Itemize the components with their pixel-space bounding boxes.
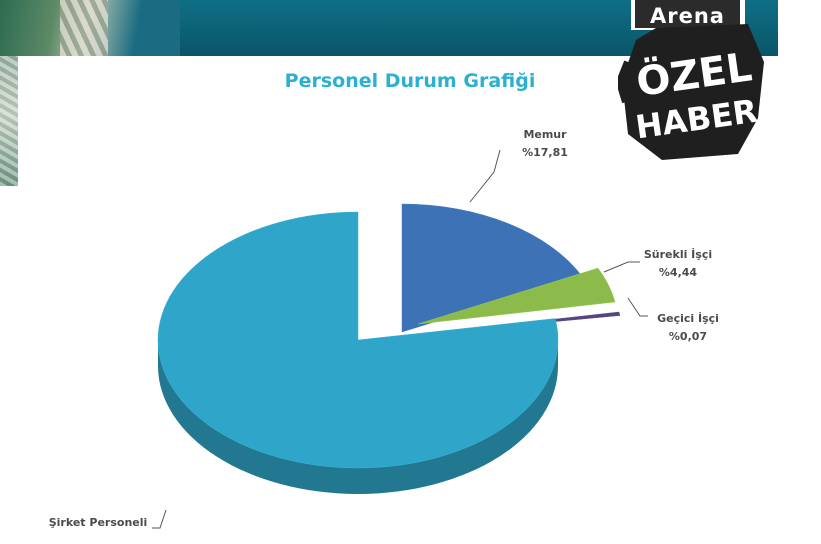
ozel-haber-badge: ÖZEL HABER — [618, 24, 764, 160]
leader-s-rekli-i-i — [603, 261, 640, 273]
slice-memur[interactable] — [401, 203, 583, 333]
slice-depth-irket-personeli — [158, 340, 558, 494]
chart-title: Personel Durum Grafiği — [284, 70, 536, 92]
slice-s-rekli-i-i[interactable] — [417, 267, 616, 325]
logo-top-strip — [635, 0, 740, 4]
leader-memur — [469, 149, 501, 203]
pie-slices — [157, 203, 621, 469]
banner-photo — [0, 0, 180, 56]
label-name-memur: Memur — [523, 128, 567, 141]
slice-labels: Memur %17,81 Sürekli İşçi %4,44 Geçici İşçi%… — [49, 128, 719, 529]
arena-logo[interactable]: Arena — [635, 4, 740, 28]
slice-irket-personeli[interactable] — [157, 211, 559, 469]
leader-lines — [152, 149, 648, 529]
leader-irket-personeli — [152, 509, 167, 529]
label-name-ge-ici-i-i: Geçici İşçi — [657, 311, 719, 325]
label-value-s-rekli-i-i: %4,44 — [659, 266, 698, 279]
leader-ge-ici-i-i — [627, 297, 648, 317]
pie-depth — [158, 340, 558, 494]
label-name-s-rekli-i-i: Sürekli İşçi — [644, 247, 712, 261]
label-value-ge-ici-i-i: %0,07 — [669, 330, 707, 343]
side-photo — [0, 56, 18, 186]
label-name-irket-personeli: Şirket Personeli — [49, 516, 148, 529]
label-value-memur: %17,81 — [522, 146, 568, 159]
